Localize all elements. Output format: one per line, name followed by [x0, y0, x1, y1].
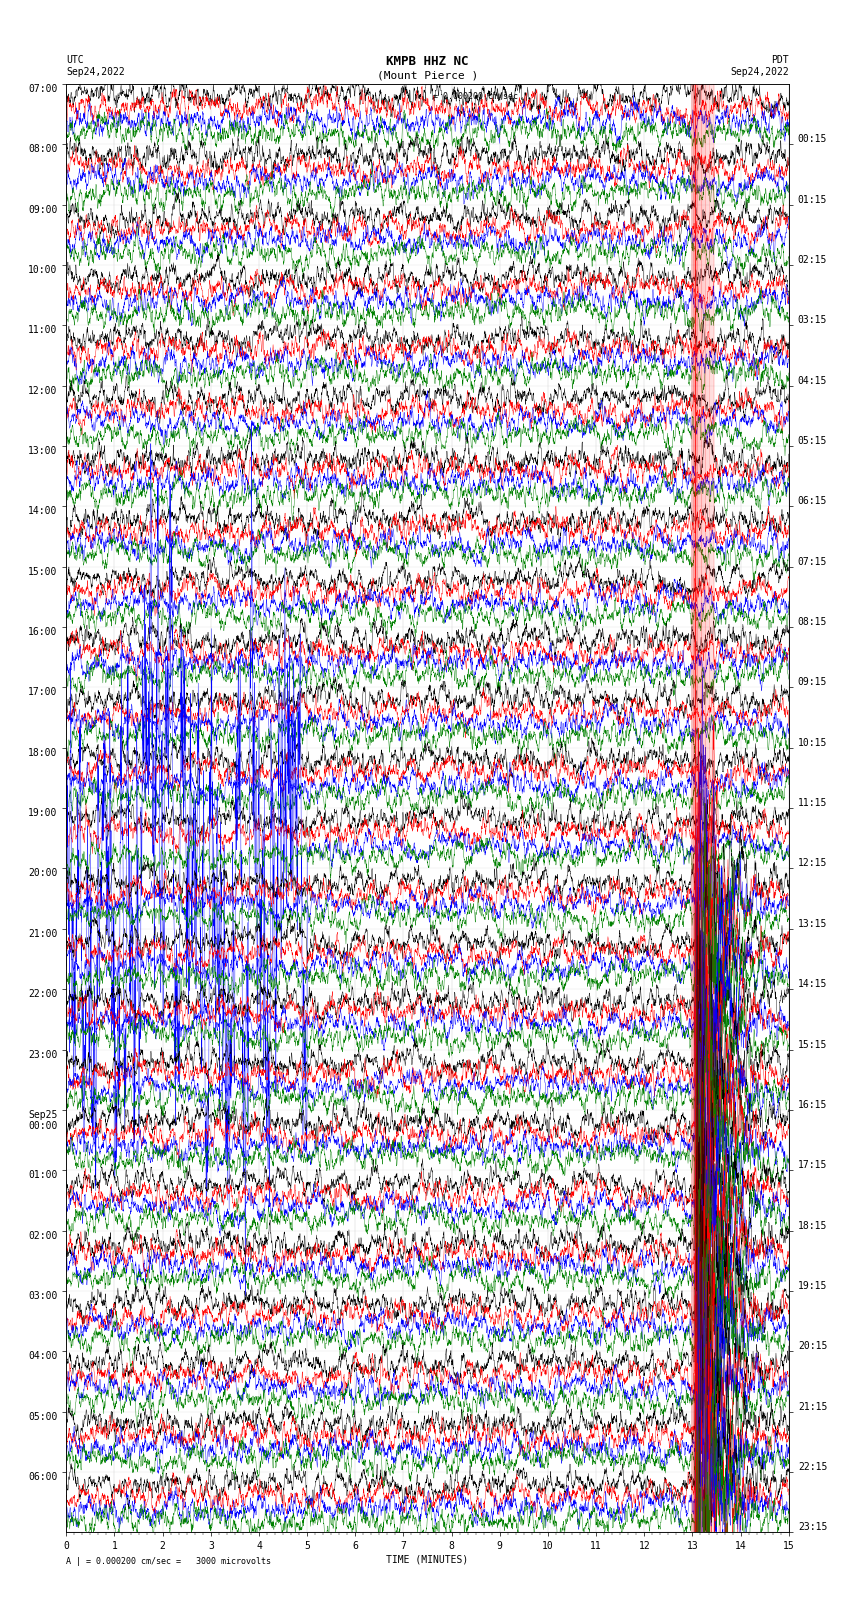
Text: Sep24,2022: Sep24,2022 [66, 68, 125, 77]
Text: PDT: PDT [771, 55, 789, 65]
Text: (Mount Pierce ): (Mount Pierce ) [377, 71, 479, 81]
Text: Sep24,2022: Sep24,2022 [730, 68, 789, 77]
X-axis label: TIME (MINUTES): TIME (MINUTES) [387, 1555, 468, 1565]
Text: | = 0.000200 cm/sec: | = 0.000200 cm/sec [422, 92, 518, 102]
Text: UTC: UTC [66, 55, 84, 65]
Text: A | = 0.000200 cm/sec =   3000 microvolts: A | = 0.000200 cm/sec = 3000 microvolts [66, 1557, 271, 1566]
Text: KMPB HHZ NC: KMPB HHZ NC [386, 55, 469, 68]
